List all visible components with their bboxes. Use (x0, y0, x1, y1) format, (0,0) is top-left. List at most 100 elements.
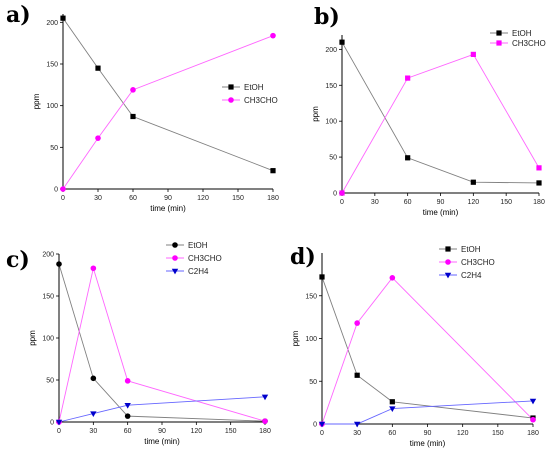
data-point-etoh (270, 168, 276, 174)
x-axis-title: time (min) (144, 437, 180, 446)
panel-letter: b) (314, 4, 340, 30)
legend-marker-ch3cho (496, 40, 502, 46)
legend-label-ch3cho: CH3CHO (244, 96, 278, 105)
y-axis-title: ppm (311, 106, 320, 122)
legend-label-etoh: EtOH (244, 83, 264, 92)
legend-marker-etoh (445, 246, 451, 252)
data-point-etoh (124, 413, 131, 419)
x-tick-label: 150 (225, 428, 237, 435)
y-tick-label: 0 (333, 191, 337, 198)
y-tick-label: 100 (305, 336, 317, 343)
y-tick-label: 200 (325, 47, 337, 54)
data-point-ch3cho (124, 378, 131, 384)
data-point-c2h4 (55, 419, 63, 426)
x-tick-label: 120 (467, 199, 479, 206)
data-point-etoh (389, 399, 395, 405)
x-tick-label: 150 (232, 195, 244, 202)
y-tick-label: 150 (46, 62, 58, 69)
x-tick-label: 150 (492, 430, 504, 437)
data-point-c2h4 (389, 406, 396, 413)
x-tick-label: 60 (124, 428, 132, 435)
data-point-etoh (470, 179, 476, 185)
x-axis-title: time (min) (423, 208, 459, 217)
data-point-ch3cho (270, 32, 276, 39)
x-tick-label: 120 (190, 428, 202, 435)
x-tick-label: 30 (94, 195, 102, 202)
data-point-ch3cho (354, 320, 360, 326)
x-tick-label: 60 (404, 199, 412, 206)
legend-marker-c2h4 (444, 272, 452, 279)
data-point-ch3cho (536, 165, 542, 171)
legend-label-ch3cho: CH3CHO (461, 258, 495, 267)
x-tick-label: 90 (437, 199, 445, 206)
panel-letter: c) (6, 247, 30, 273)
x-tick-label: 120 (197, 195, 209, 202)
x-tick-label: 30 (353, 430, 361, 437)
x-tick-label: 0 (61, 195, 65, 202)
x-tick-label: 0 (320, 430, 324, 437)
x-tick-label: 60 (129, 195, 137, 202)
panel-letter: a) (6, 2, 31, 28)
chart-panel-2: b) 0 30 60 90 120 150 180 0 50 100 150 200 time (min)… (311, 4, 546, 217)
x-tick-label: 180 (527, 430, 539, 437)
x-tick-label: 0 (57, 428, 61, 435)
y-tick-label: 150 (42, 294, 54, 301)
series-line-ch3cho (62, 35, 274, 190)
data-point-c2h4 (353, 421, 361, 428)
legend-label-c2h4: C2H4 (461, 271, 482, 280)
y-tick-label: 200 (46, 20, 58, 27)
data-point-etoh (95, 65, 101, 71)
x-tick-label: 90 (424, 430, 432, 437)
series-line-ch3cho (341, 53, 540, 194)
data-point-etoh (354, 372, 360, 378)
data-point-etoh (60, 15, 66, 21)
series-line-ch3cho (321, 277, 534, 425)
legend-marker-ch3cho (228, 97, 234, 103)
x-tick-label: 180 (259, 428, 271, 435)
legend-label-etoh: EtOH (188, 241, 208, 250)
series-line-c2h4 (322, 400, 534, 425)
x-axis-title: time (min) (410, 439, 446, 448)
y-tick-label: 50 (50, 145, 58, 152)
data-point-ch3cho (60, 186, 66, 192)
series-line-etoh (341, 41, 540, 184)
chart-panel-4: d) 0 30 60 90 120 150 180 0 50 100 150 time (min) ppm… (290, 244, 539, 448)
legend-marker-etoh (172, 242, 178, 248)
legend-label-etoh: EtOH (461, 245, 481, 254)
data-point-c2h4 (318, 421, 326, 428)
x-tick-label: 150 (500, 199, 512, 206)
x-tick-label: 60 (388, 430, 396, 437)
data-point-ch3cho (405, 75, 411, 81)
x-tick-label: 90 (158, 428, 166, 435)
y-tick-label: 0 (50, 420, 54, 427)
data-point-etoh (339, 39, 345, 45)
x-tick-label: 120 (457, 430, 469, 437)
x-tick-label: 180 (533, 199, 545, 206)
chart-panel-1: a) 0 30 60 90 120 150 180 0 50 100 150 200 time (min)… (6, 2, 279, 213)
data-point-c2h4 (529, 398, 537, 405)
data-point-ch3cho (470, 51, 476, 57)
y-tick-label: 50 (46, 378, 54, 385)
data-point-etoh (130, 113, 136, 120)
panel-letter: d) (290, 244, 316, 270)
data-point-ch3cho (339, 190, 345, 196)
legend-marker-ch3cho (172, 255, 178, 261)
x-tick-label: 30 (371, 199, 379, 206)
y-tick-label: 50 (309, 379, 317, 386)
y-axis-title: ppm (291, 330, 300, 346)
series-line-etoh (321, 276, 534, 419)
x-axis-title: time (min) (150, 204, 186, 213)
x-tick-label: 180 (267, 195, 279, 202)
y-tick-label: 100 (46, 103, 58, 110)
legend-label-c2h4: C2H4 (188, 267, 209, 276)
data-point-etoh (90, 375, 97, 382)
y-axis-title: ppm (28, 330, 37, 346)
data-point-ch3cho (389, 274, 396, 281)
chart-panel-3: c) 0 30 60 90 120 150 180 0 50 100 150 200 time (min)… (6, 241, 271, 446)
y-axis-title: ppm (32, 93, 41, 109)
x-tick-label: 90 (164, 195, 172, 202)
x-tick-label: 30 (89, 428, 97, 435)
series-line-etoh (62, 17, 274, 172)
series-line-etoh (58, 263, 266, 422)
